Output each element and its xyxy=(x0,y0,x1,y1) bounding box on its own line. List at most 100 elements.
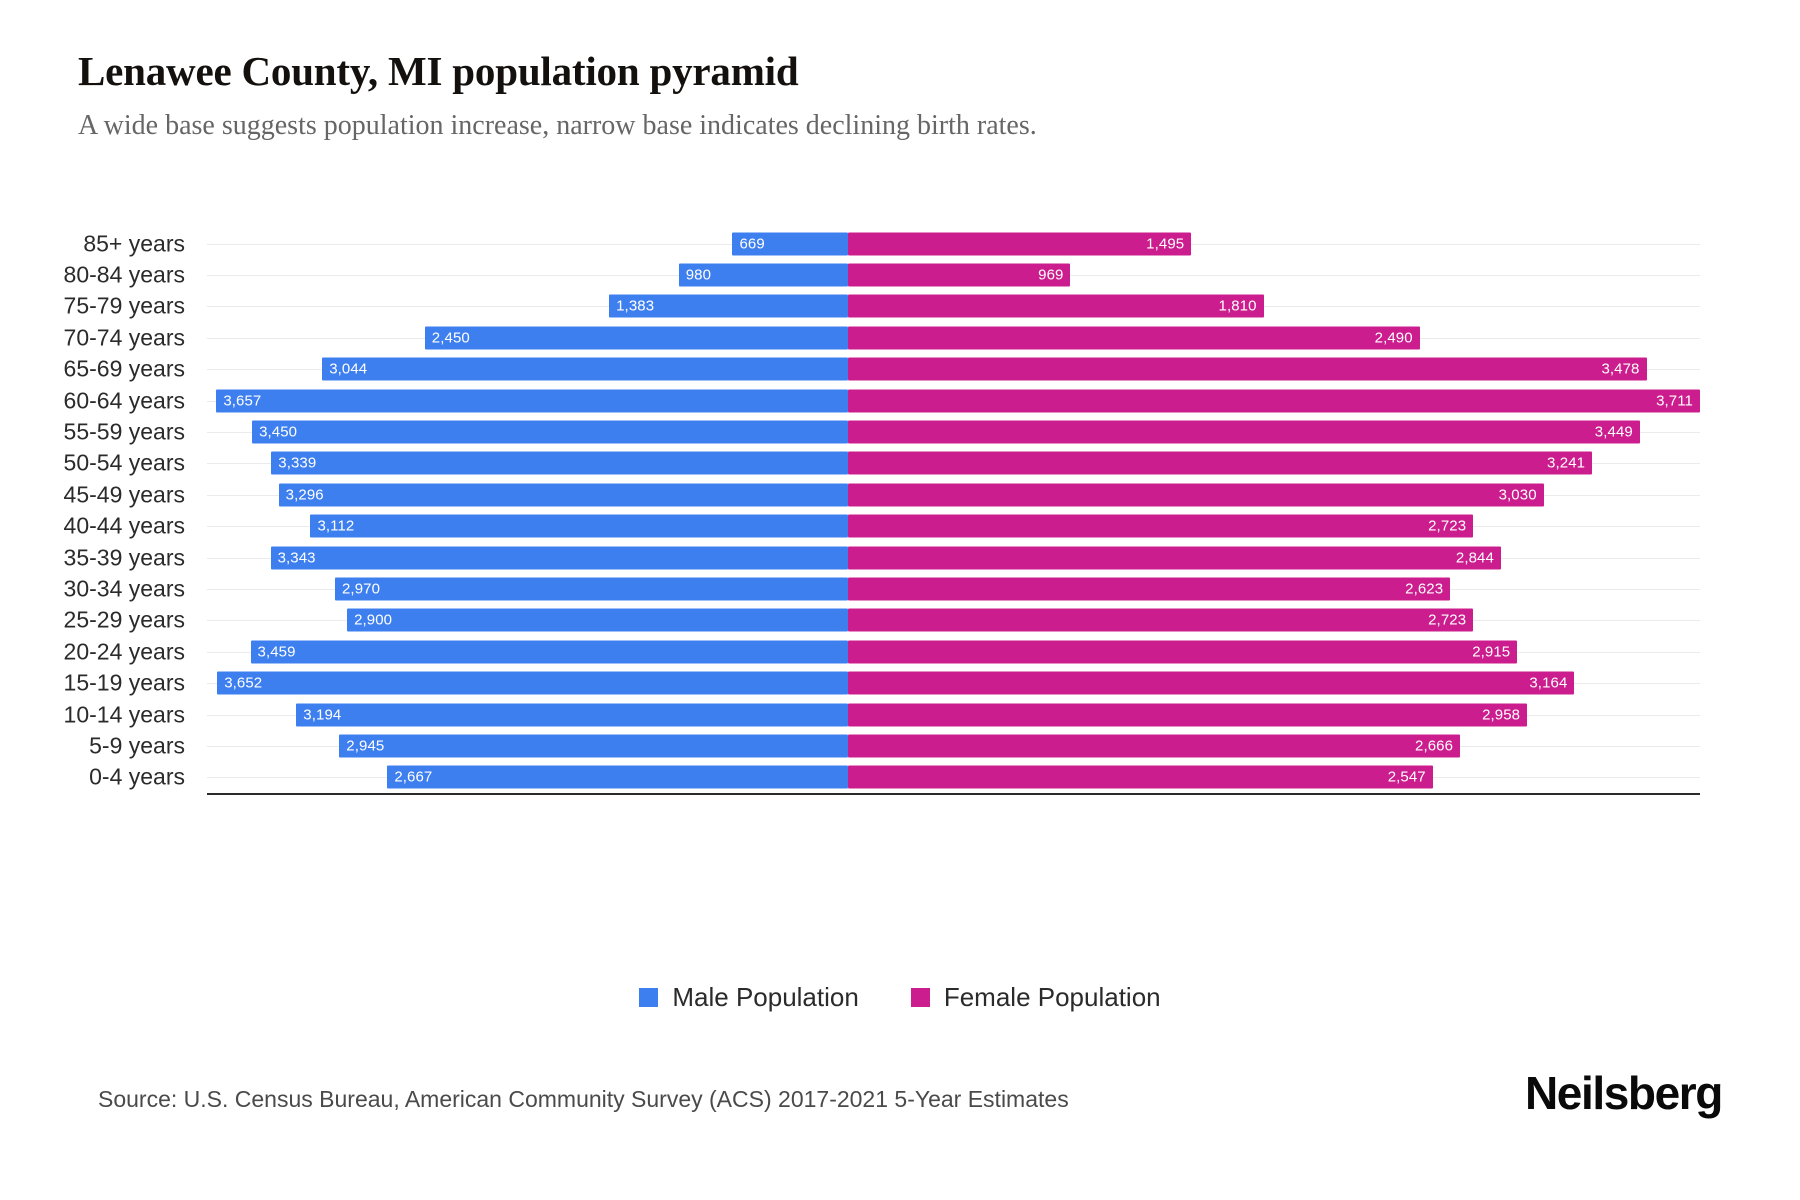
male-bar[interactable]: 2,945 xyxy=(339,734,848,758)
pyramid-row: 30-34 years 2,970 2,623 xyxy=(64,573,1700,604)
male-bar[interactable]: 3,296 xyxy=(278,483,848,507)
y-axis-tick-label: 35-39 years xyxy=(63,544,185,571)
male-bar[interactable]: 3,450 xyxy=(252,420,848,444)
pyramid-row: 50-54 years 3,339 3,241 xyxy=(64,448,1700,479)
male-bar[interactable]: 3,339 xyxy=(271,451,848,475)
pyramid-row: 10-14 years 3,194 2,958 xyxy=(64,699,1700,730)
male-bar[interactable]: 3,652 xyxy=(217,671,848,695)
pyramid-row: 75-79 years 1,383 1,810 xyxy=(64,291,1700,322)
male-bar-value: 1,383 xyxy=(616,297,655,315)
male-bar[interactable]: 669 xyxy=(732,232,848,256)
y-axis-tick-label: 55-59 years xyxy=(63,418,185,445)
female-swatch xyxy=(910,988,930,1007)
y-axis-tick-label: 40-44 years xyxy=(63,512,185,539)
female-bar-value: 3,030 xyxy=(1498,486,1537,504)
female-bar-value: 969 xyxy=(1038,266,1064,284)
pyramid-row: 45-49 years 3,296 3,030 xyxy=(64,479,1700,510)
male-bar-value: 2,450 xyxy=(431,329,470,347)
female-bar[interactable]: 2,723 xyxy=(848,608,1474,632)
male-bar[interactable]: 2,900 xyxy=(347,608,848,632)
male-bar[interactable]: 1,383 xyxy=(609,294,848,318)
male-bar-value: 3,296 xyxy=(285,486,324,504)
male-bar[interactable]: 2,970 xyxy=(334,577,848,601)
female-bar-value: 2,547 xyxy=(1387,768,1426,786)
pyramid-row: 25-29 years 2,900 2,723 xyxy=(64,605,1700,636)
y-axis-tick-label: 45-49 years xyxy=(63,481,185,508)
female-bar[interactable]: 969 xyxy=(848,263,1071,287)
female-bar[interactable]: 2,547 xyxy=(848,765,1433,789)
male-bar[interactable]: 3,343 xyxy=(270,546,848,570)
y-axis-tick-label: 80-84 years xyxy=(63,261,185,288)
male-bar[interactable]: 3,194 xyxy=(296,703,848,727)
male-swatch xyxy=(639,988,659,1007)
female-bar[interactable]: 3,711 xyxy=(848,389,1700,413)
y-axis-tick-label: 60-64 years xyxy=(63,387,185,414)
legend-label: Male Population xyxy=(672,982,859,1012)
x-axis-line xyxy=(207,793,1700,795)
female-bar-value: 2,915 xyxy=(1472,643,1511,661)
pyramid-row: 65-69 years 3,044 3,478 xyxy=(64,354,1700,385)
female-bar-value: 2,958 xyxy=(1482,706,1521,724)
female-bar-value: 2,844 xyxy=(1455,549,1494,567)
pyramid-row: 40-44 years 3,112 2,723 xyxy=(64,511,1700,542)
y-axis-tick-label: 30-34 years xyxy=(63,575,185,602)
female-bar[interactable]: 2,723 xyxy=(848,514,1474,538)
female-bar-value: 1,495 xyxy=(1146,235,1185,253)
female-bar-value: 2,723 xyxy=(1428,517,1467,535)
male-bar-value: 2,970 xyxy=(341,580,381,598)
male-bar-value: 669 xyxy=(739,235,765,253)
female-bar[interactable]: 2,915 xyxy=(848,640,1518,664)
pyramid-row: 55-59 years 3,450 3,449 xyxy=(64,416,1700,447)
male-bar-value: 3,657 xyxy=(223,392,262,410)
chart-legend: Male Population Female Population xyxy=(0,982,1800,1013)
female-bar[interactable]: 3,449 xyxy=(848,420,1640,444)
legend-item[interactable]: Female Population xyxy=(910,982,1161,1013)
male-bar-value: 3,044 xyxy=(329,360,368,378)
female-bar[interactable]: 3,241 xyxy=(848,451,1593,475)
male-bar[interactable]: 2,450 xyxy=(424,326,848,350)
male-bar-value: 3,450 xyxy=(259,423,298,441)
page-title: Lenawee County, MI population pyramid xyxy=(78,48,799,94)
y-axis-tick-label: 20-24 years xyxy=(63,638,185,665)
source-note: Source: U.S. Census Bureau, American Com… xyxy=(98,1086,1069,1112)
legend-item[interactable]: Male Population xyxy=(639,982,859,1013)
y-axis-tick-label: 85+ years xyxy=(83,230,185,257)
male-bar[interactable]: 3,459 xyxy=(250,640,848,664)
female-bar-value: 3,164 xyxy=(1529,674,1568,692)
female-bar[interactable]: 3,478 xyxy=(848,357,1647,381)
female-bar[interactable]: 1,810 xyxy=(848,294,1264,318)
male-bar-value: 3,343 xyxy=(277,549,316,567)
male-bar[interactable]: 3,657 xyxy=(216,389,848,413)
neilsberg-logo: Neilsberg xyxy=(1524,1067,1723,1119)
female-bar[interactable]: 2,623 xyxy=(848,577,1451,601)
female-bar-value: 2,666 xyxy=(1415,737,1454,755)
population-pyramid-plot: 85+ years 669 1,495 80-84 years 980 969 75-79 … xyxy=(0,228,1800,808)
female-bar[interactable]: 1,495 xyxy=(848,232,1192,256)
male-bar-value: 3,339 xyxy=(278,454,317,472)
y-axis-tick-label: 10-14 years xyxy=(63,701,185,728)
female-bar[interactable]: 3,164 xyxy=(848,671,1575,695)
y-axis-tick-label: 15-19 years xyxy=(63,669,185,696)
y-axis-tick-label: 70-74 years xyxy=(63,324,185,351)
male-bar[interactable]: 3,112 xyxy=(310,514,848,538)
plot-area: 85+ years 669 1,495 80-84 years 980 969 75-79 … xyxy=(64,228,1700,793)
pyramid-row: 80-84 years 980 969 xyxy=(64,259,1700,290)
female-bar-value: 2,623 xyxy=(1405,580,1444,598)
female-bar-value: 1,810 xyxy=(1218,297,1257,315)
female-bar[interactable]: 2,490 xyxy=(848,326,1420,350)
female-bar[interactable]: 2,666 xyxy=(848,734,1461,758)
y-axis-tick-label: 75-79 years xyxy=(63,292,185,319)
female-bar[interactable]: 2,958 xyxy=(848,703,1528,727)
pyramid-row: 60-64 years 3,657 3,711 xyxy=(64,385,1700,416)
male-bar[interactable]: 2,667 xyxy=(387,765,848,789)
chart-subtitle: A wide base suggests population increase… xyxy=(78,110,1037,142)
female-bar-value: 3,711 xyxy=(1656,392,1693,410)
y-axis-tick-label: 50-54 years xyxy=(63,449,185,476)
male-bar[interactable]: 3,044 xyxy=(322,357,848,381)
male-bar[interactable]: 980 xyxy=(678,263,848,287)
male-bar-value: 3,194 xyxy=(303,706,342,724)
pyramid-row: 15-19 years 3,652 3,164 xyxy=(64,667,1700,698)
pyramid-row: 5-9 years 2,945 2,666 xyxy=(89,730,1700,761)
female-bar[interactable]: 3,030 xyxy=(848,483,1544,507)
female-bar[interactable]: 2,844 xyxy=(848,546,1501,570)
